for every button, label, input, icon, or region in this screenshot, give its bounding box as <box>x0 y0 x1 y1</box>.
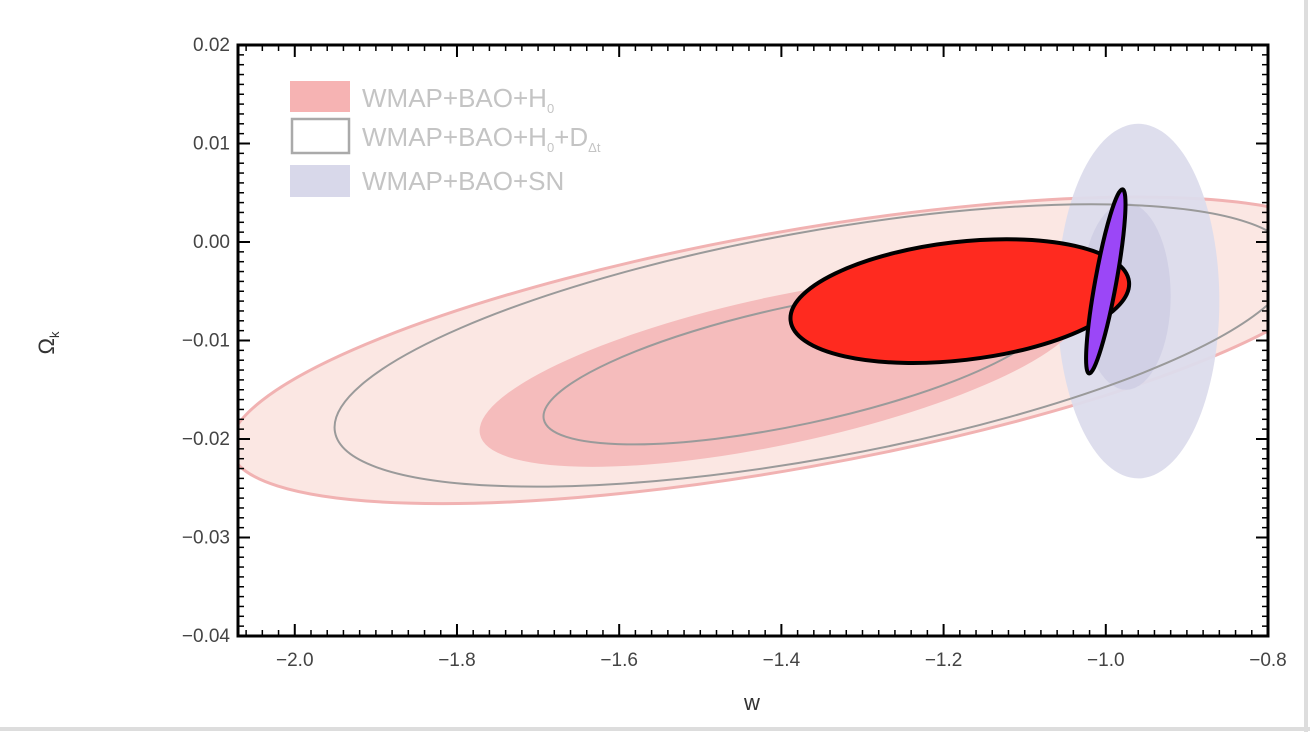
legend-swatch-h0 <box>290 81 350 112</box>
plot-frame <box>236 43 1270 638</box>
x-tick-label: −0.8 <box>1249 650 1287 671</box>
legend-label-h0dz: WMAP+BAO+H0+DΔt <box>362 122 601 155</box>
x-tick-label: −1.0 <box>1087 650 1125 671</box>
y-tick-label: 0.00 <box>193 232 230 253</box>
label-layer: −2.0 −1.8 −1.6 −1.4 −1.2 −1.0 −0.8 −0.04 −0.03 −0… <box>182 35 1287 671</box>
y-axis-label-sub: k <box>47 331 62 338</box>
contour-7 <box>1084 187 1128 376</box>
legend-label-h0: WMAP+BAO+H0 <box>362 83 554 116</box>
y-tick-label: 0.02 <box>193 35 230 56</box>
contour-layer <box>238 123 1268 506</box>
x-tick-label: −1.6 <box>600 650 638 671</box>
y-tick-label: −0.03 <box>182 528 230 549</box>
y-tick-label: −0.04 <box>182 626 231 647</box>
y-tick-label: −0.02 <box>182 429 230 450</box>
y-tick-label: 0.01 <box>193 134 230 155</box>
x-axis-label: w <box>743 690 760 715</box>
legend: WMAP+BAO+H0 WMAP+BAO+H0+DΔt WMAP+BAO+SN <box>290 81 601 197</box>
y-tick-label: −0.01 <box>182 331 230 352</box>
contour-3 <box>333 203 1268 488</box>
x-tick-label: −1.4 <box>763 650 801 671</box>
legend-swatch-h0dz <box>290 117 351 155</box>
x-tick-label: −1.2 <box>925 650 963 671</box>
contour-6 <box>788 237 1132 365</box>
x-tick-label: −2.0 <box>276 650 314 671</box>
x-tick-label: −1.8 <box>438 650 476 671</box>
legend-swatch-sn <box>290 165 350 197</box>
legend-label-sn: WMAP+BAO+SN <box>362 166 564 196</box>
